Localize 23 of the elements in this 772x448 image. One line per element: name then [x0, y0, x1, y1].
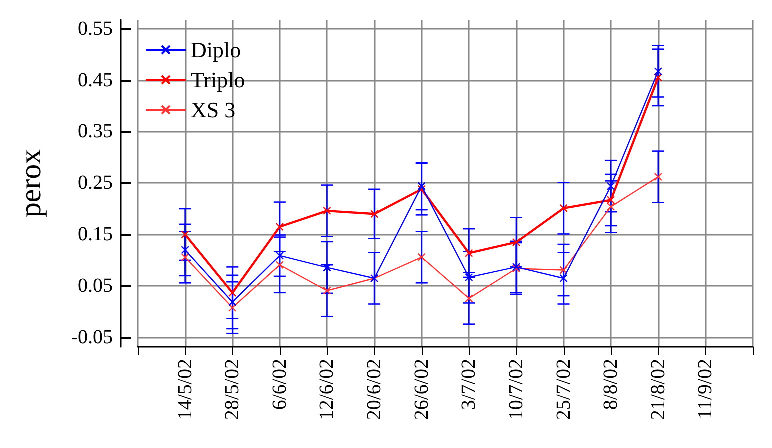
x-tick-label: 3/7/02: [458, 359, 480, 410]
y-tick-label: 0.35: [78, 120, 113, 143]
x-tick-label: 20/6/02: [364, 359, 386, 420]
x-tick-label: 10/7/02: [505, 359, 528, 420]
y-tick-label: 0.15: [78, 224, 113, 246]
x-tick-label: 25/7/02: [552, 359, 575, 420]
x-tick-label: 21/8/02: [647, 359, 670, 420]
x-tick-label: 12/6/02: [316, 359, 338, 420]
y-axis-title: perox: [14, 149, 48, 218]
y-tick-label: 0.05: [78, 275, 113, 298]
x-tick-label: 8/8/02: [600, 359, 622, 410]
y-tick-label: 0.25: [78, 172, 113, 194]
x-tick-label: 14/5/02: [174, 359, 196, 420]
legend-label: Triplo: [191, 68, 246, 92]
x-tick-label: 11/9/02: [694, 359, 717, 420]
x-tick-label: 26/6/02: [410, 359, 433, 420]
y-tick-label: -0.05: [71, 326, 113, 349]
x-tick-label: 6/6/02: [268, 359, 291, 410]
legend-label: Diplo: [191, 38, 242, 62]
y-tick-label: 0.45: [78, 69, 113, 92]
x-tick-label: 28/5/02: [222, 359, 244, 420]
y-tick-label: 0.55: [78, 18, 113, 40]
legend-label: XS 3: [191, 98, 236, 122]
